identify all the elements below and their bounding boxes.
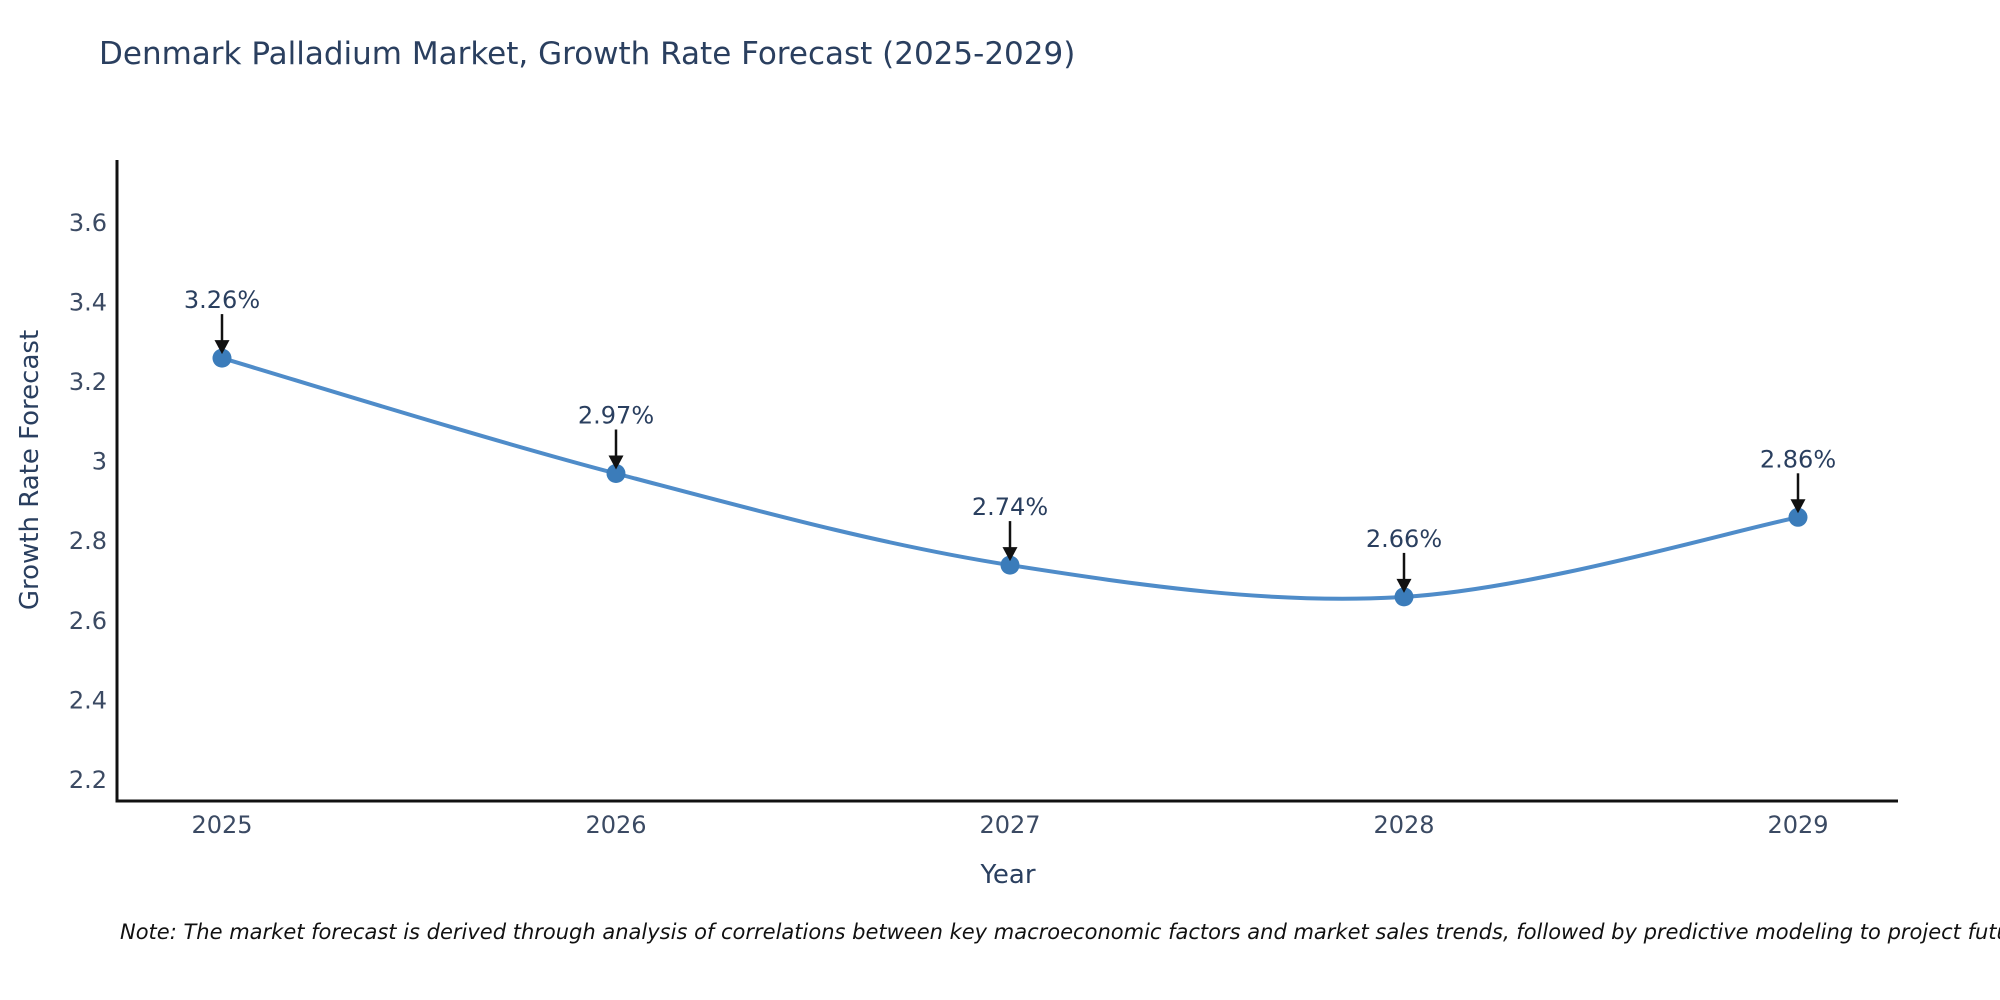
x-tick-label: 2027	[979, 811, 1040, 839]
annotation-label: 2.97%	[578, 402, 654, 430]
x-tick-label: 2028	[1373, 811, 1434, 839]
data-point-marker-2025	[212, 348, 232, 368]
annotation-arrow-head	[1396, 578, 1412, 593]
y-tick-label: 3.2	[69, 368, 107, 396]
y-tick-label: 2.6	[69, 607, 107, 635]
chart-title: Denmark Palladium Market, Growth Rate Fo…	[99, 36, 1076, 72]
y-tick-label: 3.4	[69, 288, 107, 316]
y-tick-label: 2.4	[69, 686, 107, 714]
x-tick-label: 2026	[585, 811, 646, 839]
annotation-arrow-head	[1002, 547, 1018, 562]
data-point-marker-2028	[1394, 587, 1414, 607]
y-tick-label: 3	[92, 448, 107, 476]
data-point-marker-2029	[1788, 507, 1808, 527]
annotation-label: 2.86%	[1760, 445, 1836, 473]
x-tick-label: 2025	[191, 811, 252, 839]
y-tick-label: 2.2	[69, 766, 107, 794]
x-tick-label: 2029	[1767, 811, 1828, 839]
data-point-marker-2026	[606, 464, 626, 483]
y-tick-label: 3.6	[69, 209, 107, 237]
annotation-label: 2.74%	[972, 493, 1048, 521]
annotation-label: 3.26%	[184, 286, 260, 314]
data-point-marker-2027	[1000, 555, 1020, 575]
y-tick-label: 2.8	[69, 527, 107, 555]
x-axis-title: Year	[980, 860, 1036, 890]
annotation-label: 2.66%	[1366, 525, 1442, 553]
annotation-arrow-head	[608, 455, 624, 470]
annotation-arrow-head	[1790, 499, 1806, 514]
footnote: Note: The market forecast is derived thr…	[120, 920, 2000, 944]
annotation-arrow-head	[214, 340, 230, 355]
